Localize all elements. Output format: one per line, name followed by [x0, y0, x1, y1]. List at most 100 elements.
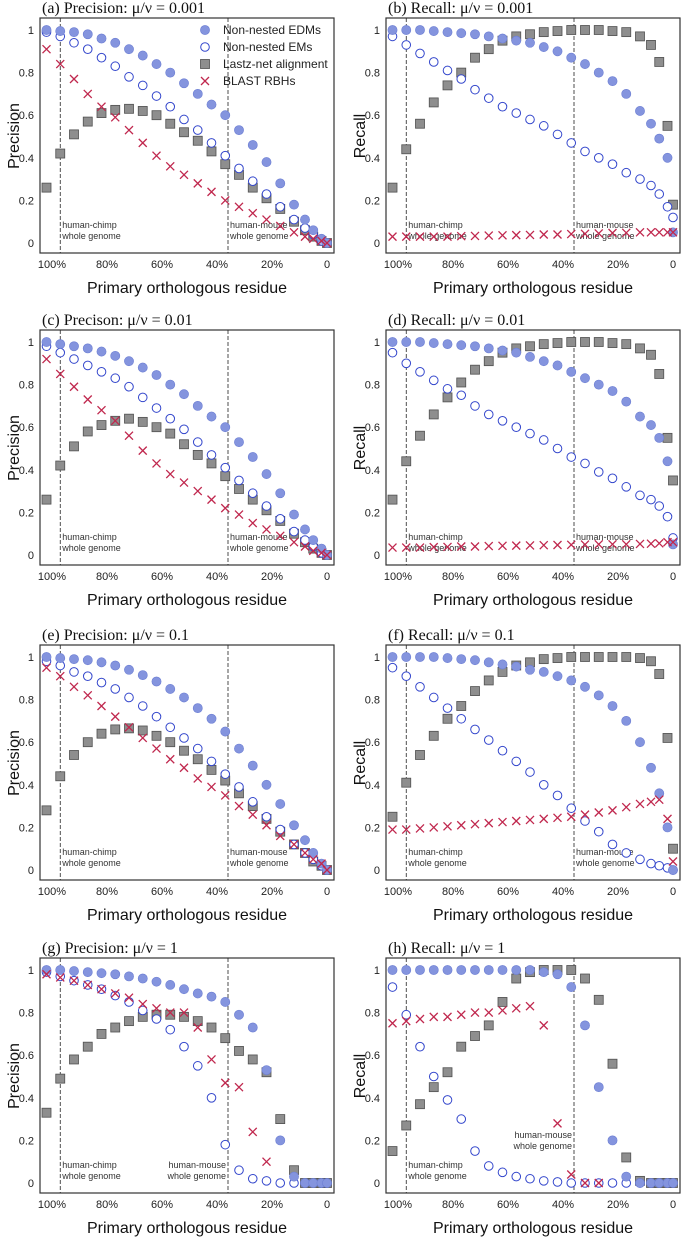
blast-point: [193, 1023, 203, 1032]
em-point: [206, 1093, 217, 1103]
lastz-point: [55, 148, 66, 159]
lastz-point: [96, 108, 107, 118]
blast-point: [580, 1178, 590, 1188]
y-tick-label: 0.4: [19, 1093, 34, 1105]
edm-point: [401, 25, 412, 35]
em-point: [511, 756, 522, 767]
reference-annotation: whole genome: [575, 858, 635, 868]
x-tick-label: 100%: [38, 1199, 66, 1211]
blast-point: [401, 543, 411, 553]
blast-point: [580, 540, 590, 550]
blast-point: [220, 1078, 230, 1088]
em-point: [124, 381, 134, 392]
blast-point: [484, 1008, 494, 1018]
lastz-point: [206, 764, 217, 775]
blast-point: [317, 548, 326, 558]
edm-point: [275, 488, 286, 499]
blast-point: [83, 690, 93, 700]
series-em: [387, 662, 678, 875]
chart-title: (a) Precision: μ/ν = 0.001: [42, 0, 205, 17]
em-point: [165, 722, 176, 733]
edm-point: [621, 396, 632, 407]
blast-point: [124, 431, 134, 441]
reference-annotation: whole genome: [229, 858, 289, 868]
chart-panel-g: (g) Precision: μ/ν = 1 0 0.2 0.4 0.6 0.8 1 100%…: [0, 940, 346, 1250]
edm-point: [110, 969, 121, 980]
lastz-point: [110, 104, 121, 115]
blast-point: [138, 733, 148, 743]
x-tick-label: 0: [324, 571, 330, 583]
edm-point: [511, 35, 522, 46]
em-point: [593, 826, 604, 837]
lastz-point: [580, 652, 590, 662]
lastz-point: [607, 652, 618, 662]
edm-point: [137, 50, 148, 61]
series-blast: [388, 1001, 604, 1188]
x-tick-label: 20%: [607, 886, 629, 898]
y-tick-label: 1: [374, 965, 380, 977]
em-point: [110, 373, 121, 384]
edm-point: [662, 152, 673, 163]
blast-point: [300, 232, 310, 242]
lastz-point: [525, 341, 535, 352]
x-tick-label: 60%: [151, 886, 173, 898]
blast-point: [220, 195, 230, 205]
legend-marker-edm: [200, 25, 210, 35]
lastz-point: [41, 182, 52, 193]
lastz-point: [566, 652, 577, 662]
blast-point: [55, 369, 65, 379]
blast-point: [498, 230, 507, 240]
lastz-point: [151, 422, 162, 433]
blast-point: [470, 231, 480, 241]
edm-point: [234, 437, 244, 448]
blast-point: [621, 802, 631, 812]
lastz-point: [668, 843, 678, 854]
em-point: [247, 1173, 258, 1184]
blast-point: [594, 539, 604, 549]
blast-point: [566, 812, 576, 822]
y-tick-label: 0.8: [19, 380, 34, 392]
blast-point: [594, 228, 604, 238]
lastz-point: [566, 965, 577, 975]
y-tick-label: 0.6: [365, 737, 380, 749]
edm-point: [124, 356, 134, 367]
blast-point: [621, 228, 631, 238]
series-edm: [387, 337, 678, 550]
em-point: [525, 767, 535, 777]
blast-point: [69, 976, 79, 986]
reference-annotation: human-chimp: [62, 532, 117, 542]
y-tick-label: 0.8: [19, 695, 34, 707]
blast-point: [248, 208, 258, 218]
lastz-point: [82, 426, 93, 437]
chart-title: (h) Recall: μ/ν = 1: [388, 940, 505, 957]
lastz-point: [165, 428, 176, 439]
em-point: [206, 450, 217, 460]
x-tick-label: 100%: [38, 259, 66, 271]
y-axis-label: Precision: [6, 103, 23, 169]
blast-point: [498, 541, 507, 551]
edm-point: [179, 984, 189, 995]
blast-point: [663, 814, 672, 824]
em-point: [428, 375, 439, 386]
reference-annotation: human-chimp: [62, 1160, 117, 1170]
edm-point: [165, 379, 176, 390]
edm-point: [497, 345, 508, 356]
em-point: [192, 1061, 203, 1071]
lastz-point: [206, 146, 217, 157]
series-edm: [41, 25, 332, 248]
blast-point: [69, 682, 79, 692]
lastz-point: [470, 52, 480, 63]
x-axis-label: Primary orthologous residue: [87, 907, 287, 924]
blast-point: [654, 227, 664, 237]
em-point: [552, 443, 563, 454]
lastz-point: [621, 27, 632, 38]
em-point: [566, 138, 577, 148]
blast-point: [525, 540, 535, 550]
lastz-point: [179, 127, 189, 138]
x-tick-label: 60%: [497, 886, 519, 898]
blast-point: [262, 1157, 271, 1167]
edm-point: [261, 157, 272, 167]
em-point: [566, 803, 577, 814]
edm-point: [415, 652, 425, 662]
blast-point: [289, 227, 299, 237]
